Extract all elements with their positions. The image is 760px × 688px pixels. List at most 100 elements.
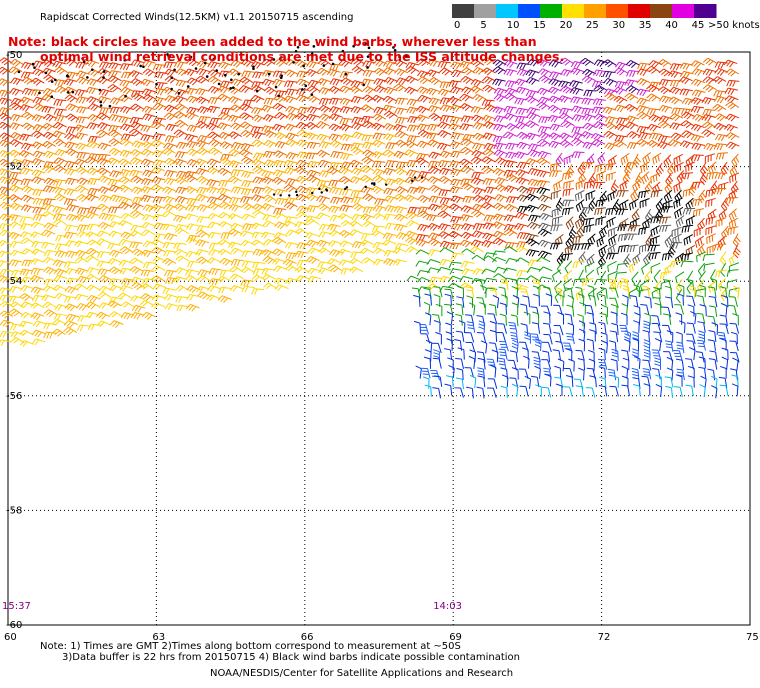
wind-barb [610, 179, 619, 194]
wind-barb [10, 269, 25, 277]
wind-barb [427, 176, 442, 185]
red-note-line2: optimal wind retrieval conditions are me… [40, 49, 564, 64]
wind-barb [641, 171, 650, 185]
wind-barb [664, 234, 673, 248]
wind-barb [340, 77, 355, 86]
wind-barb [152, 133, 166, 141]
wind-barb [597, 152, 606, 166]
wind-barb [525, 89, 540, 98]
wind-barb [701, 129, 716, 138]
wind-barb [108, 62, 122, 70]
wind-barb [140, 186, 155, 194]
wind-barb [74, 213, 89, 222]
wind-barb [19, 293, 34, 302]
contamination-dot [310, 52, 314, 56]
wind-barb [565, 216, 574, 230]
wind-barb [470, 106, 485, 114]
wind-barb [250, 94, 265, 103]
wind-barb [481, 76, 496, 85]
wind-barb [73, 124, 88, 133]
wind-barb [86, 78, 101, 86]
wind-barb [383, 110, 398, 119]
wind-barb [469, 85, 484, 94]
contamination-dot [203, 61, 207, 65]
wind-barb [0, 107, 12, 115]
wind-barb [630, 188, 639, 202]
wind-barb [63, 326, 78, 336]
wind-barb [350, 106, 365, 114]
contamination-dot [217, 82, 221, 86]
legend-swatch [584, 4, 607, 18]
wind-barb [230, 142, 245, 150]
wind-barb [150, 184, 165, 193]
wind-barb [614, 123, 629, 132]
wind-barb [306, 106, 321, 114]
wind-barb [329, 139, 344, 148]
wind-barb [531, 322, 541, 334]
wind-barb [415, 105, 430, 114]
wind-barb [272, 258, 287, 265]
wind-barb [650, 235, 661, 246]
wind-barb [423, 356, 432, 369]
wind-barb [207, 221, 222, 229]
contamination-dot [123, 58, 127, 62]
wind-barb [392, 247, 407, 255]
wind-barb [339, 123, 353, 132]
contamination-dot [277, 94, 280, 98]
wind-barb [360, 78, 375, 86]
wind-barb [316, 179, 330, 188]
wind-barb [63, 198, 78, 206]
wind-barb [571, 151, 585, 159]
wind-barb [686, 322, 696, 334]
wind-barb [598, 225, 608, 239]
wind-barb [527, 178, 542, 187]
wind-barb [459, 275, 474, 282]
wind-barb [530, 306, 540, 318]
wind-barb [85, 254, 100, 262]
wind-barb [557, 358, 565, 372]
wind-barb [444, 303, 454, 315]
wind-barb [621, 365, 629, 379]
contamination-dot [170, 87, 173, 91]
contamination-dot [272, 193, 276, 196]
wind-barb [516, 270, 530, 277]
wind-barb [619, 179, 629, 192]
wind-barb [107, 300, 122, 309]
wind-barb [705, 197, 716, 208]
wind-barb [504, 87, 519, 96]
wind-barb [694, 288, 707, 297]
wind-barb [349, 229, 364, 236]
wind-barb [638, 190, 650, 199]
wind-barb [657, 135, 671, 143]
wind-barb [438, 88, 452, 97]
wind-barb [361, 156, 376, 165]
wind-barb [696, 312, 706, 324]
wind-barb [76, 275, 91, 284]
wind-barb [669, 122, 684, 130]
wind-barb [428, 232, 442, 241]
wind-barb [705, 216, 717, 226]
wind-barb [337, 166, 352, 175]
wind-barb [326, 68, 341, 77]
wind-barb [563, 278, 573, 291]
wind-barb [273, 212, 288, 220]
wind-barb [96, 112, 111, 121]
wind-barb [482, 255, 497, 262]
wind-barb [639, 198, 650, 209]
wind-barb [107, 214, 122, 222]
wind-barb [413, 320, 421, 334]
wind-barb [339, 229, 354, 238]
wind-barb [586, 253, 595, 267]
wind-barb [588, 358, 596, 372]
wind-barb [444, 293, 452, 306]
wind-barb [185, 250, 200, 258]
wind-barb [85, 247, 100, 256]
wind-barb [217, 187, 231, 196]
wind-barb [492, 66, 507, 75]
wind-barb [316, 78, 331, 86]
wind-barb [668, 96, 683, 105]
wind-barb [599, 312, 608, 325]
wind-barb [52, 213, 67, 221]
contamination-dot [205, 75, 209, 78]
wind-barb [164, 303, 179, 310]
